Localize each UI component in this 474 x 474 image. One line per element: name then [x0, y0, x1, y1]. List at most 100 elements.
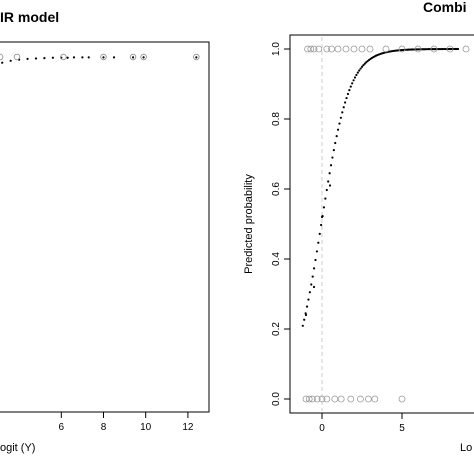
- left-x-axis-label: ogit (Y): [0, 442, 35, 454]
- right-filled-point: [324, 197, 327, 200]
- right-filled-point: [307, 298, 310, 301]
- right-filled-point: [358, 69, 361, 72]
- right-open-point: [331, 395, 339, 403]
- right-filled-point: [317, 241, 320, 244]
- right-open-point: [323, 45, 331, 53]
- right-open-point: [356, 395, 364, 403]
- right-filled-point: [305, 305, 309, 308]
- right-filled-point: [359, 67, 362, 70]
- left-panel-title: IR model: [0, 9, 59, 25]
- right-filled-point: [355, 73, 358, 77]
- right-filled-point: [353, 76, 357, 79]
- right-filled-point: [332, 148, 335, 152]
- left-filled-point: [87, 56, 90, 59]
- left-filled-point: [131, 56, 135, 59]
- right-filled-point: [308, 291, 311, 294]
- right-y-tick-label: 0.6: [271, 182, 282, 196]
- right-filled-point: [301, 324, 304, 327]
- right-filled-point: [328, 184, 332, 187]
- right-filled-point: [335, 135, 338, 138]
- right-data-points: [301, 45, 470, 403]
- right-filled-point: [365, 61, 368, 64]
- right-panel: Combi 0.00.20.40.60.81.0 0510 Predicted …: [243, 0, 474, 454]
- right-filled-point: [362, 64, 365, 67]
- right-filled-point: [304, 313, 308, 317]
- left-x-tick-label: 12: [182, 422, 194, 433]
- right-filled-point: [341, 111, 344, 114]
- right-open-point: [310, 45, 318, 53]
- right-plot-frame: [289, 34, 474, 414]
- left-panel: IR model 6 8 10 12 ogit (Y): [0, 9, 210, 454]
- right-open-point: [318, 395, 326, 403]
- left-plot-frame: [0, 41, 210, 413]
- right-filled-point: [342, 106, 345, 109]
- right-filled-point: [356, 71, 359, 74]
- left-filled-point: [142, 56, 145, 59]
- right-filled-point: [312, 267, 316, 270]
- left-data-points: [0, 53, 200, 64]
- right-x-tick-label: 0: [319, 423, 325, 434]
- right-filled-point: [310, 283, 313, 286]
- left-filled-point: [1, 61, 4, 64]
- right-filled-point: [329, 164, 333, 167]
- right-y-axis-label: Predicted probability: [243, 174, 255, 274]
- right-filled-point: [456, 47, 460, 51]
- right-filled-point: [334, 141, 337, 145]
- right-y-tick-label: 1.0: [271, 42, 282, 56]
- right-filled-point: [360, 65, 364, 68]
- right-open-point: [307, 45, 315, 53]
- right-x-tick-label: 5: [399, 423, 405, 434]
- right-open-point: [366, 45, 374, 53]
- right-filled-point: [339, 116, 342, 119]
- right-y-tick-label: 0.4: [271, 252, 282, 266]
- right-filled-point: [322, 206, 326, 209]
- left-filled-point: [9, 59, 12, 62]
- right-y-tick-label: 0.0: [271, 392, 282, 406]
- right-filled-point: [331, 156, 334, 159]
- right-filled-point: [315, 250, 319, 253]
- right-open-point: [430, 45, 438, 53]
- right-filled-point: [318, 232, 321, 235]
- right-open-point: [323, 395, 331, 403]
- left-filled-point: [34, 57, 38, 60]
- right-filled-point: [314, 258, 317, 262]
- right-open-point: [398, 395, 406, 403]
- right-open-point: [342, 45, 350, 53]
- right-filled-point: [325, 188, 328, 192]
- right-open-point: [347, 395, 355, 403]
- left-open-point: [193, 53, 200, 61]
- left-open-point: [100, 53, 107, 61]
- right-open-point: [358, 45, 366, 53]
- right-filled-point: [349, 85, 352, 88]
- left-filled-point: [112, 56, 116, 59]
- left-open-point: [129, 53, 137, 61]
- right-open-point: [334, 45, 342, 53]
- right-y-tick-label: 0.2: [271, 322, 282, 336]
- right-open-point: [446, 45, 454, 53]
- left-open-point: [0, 53, 4, 61]
- right-filled-point: [345, 96, 348, 100]
- right-filled-point: [311, 275, 314, 278]
- left-open-point: [140, 53, 147, 61]
- right-filled-point: [351, 82, 354, 85]
- right-filled-point: [346, 92, 350, 96]
- right-open-point: [398, 45, 406, 53]
- right-filled-point: [363, 62, 366, 65]
- right-filled-point: [303, 318, 306, 321]
- right-open-point: [414, 45, 422, 53]
- left-x-axis: 6 8 10 12: [59, 412, 194, 433]
- right-open-point: [308, 395, 316, 403]
- left-filled-point: [66, 56, 69, 59]
- right-y-axis: 0.0 0.2 0.4 0.6 0.8 1.0: [271, 42, 290, 406]
- left-filled-point: [43, 57, 46, 60]
- right-filled-point: [312, 285, 316, 289]
- right-open-point: [371, 395, 379, 403]
- right-open-point: [462, 45, 470, 53]
- right-open-point: [350, 45, 358, 53]
- right-filled-point: [338, 122, 341, 125]
- right-x-axis-label: Lo: [460, 442, 472, 454]
- right-x-axis: 0510: [319, 413, 405, 434]
- right-open-point: [364, 395, 372, 403]
- left-open-point: [13, 53, 21, 61]
